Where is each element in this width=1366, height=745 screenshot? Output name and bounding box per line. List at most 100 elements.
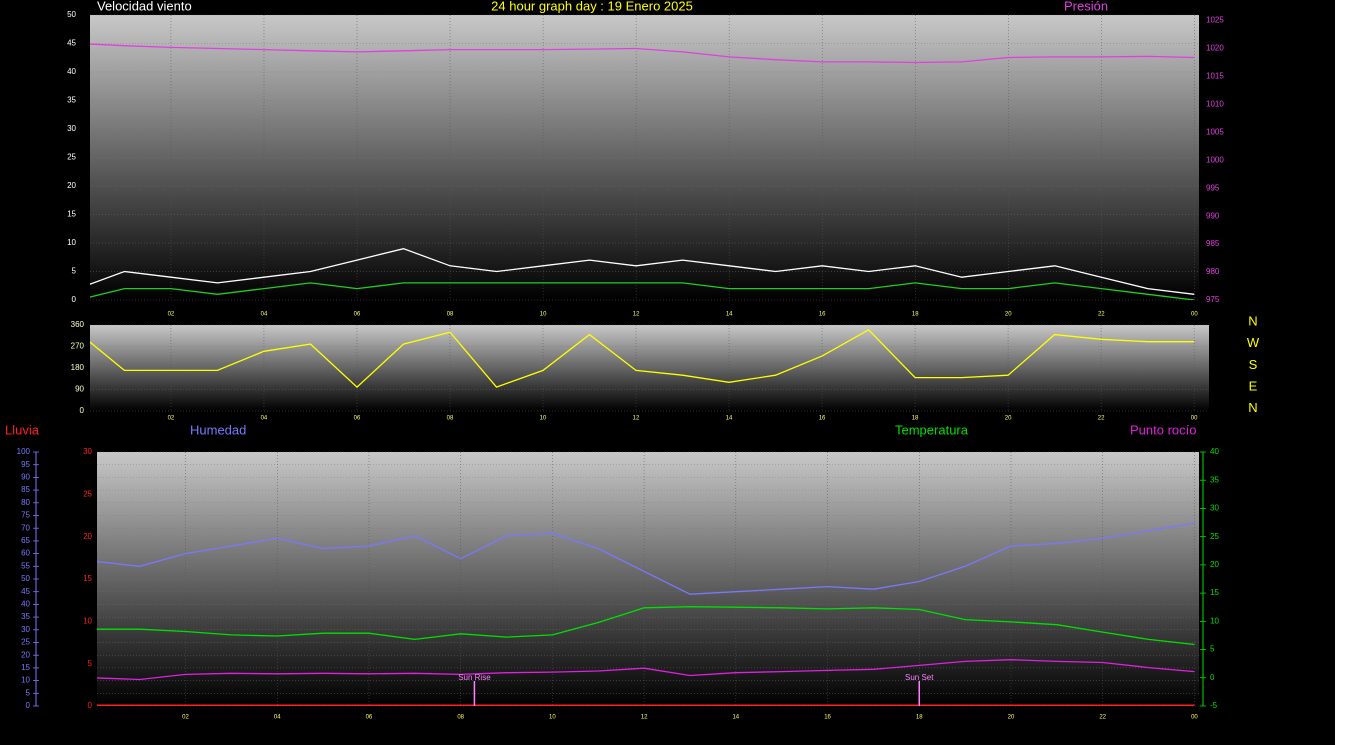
- tick-label: 35: [21, 612, 30, 621]
- chart-title: 24 hour graph day : 19 Enero 2025: [491, 0, 693, 13]
- x-tick-label: 10: [540, 312, 547, 318]
- x-tick-label: 12: [633, 312, 640, 318]
- right-margin: [1335, 0, 1366, 745]
- series-group: [90, 43, 1195, 300]
- tick-label: 60: [21, 549, 30, 558]
- x-tick-label: 10: [549, 715, 556, 721]
- tick-label: 1015: [1206, 72, 1224, 81]
- tick-label: 10: [83, 616, 92, 625]
- tick-label: 35: [67, 96, 76, 105]
- tick-label: 985: [1206, 239, 1220, 248]
- x-tick-label: 14: [732, 715, 739, 721]
- x-tick-label: 16: [824, 715, 831, 721]
- tick-label: 15: [1210, 588, 1219, 597]
- x-tick-label: 14: [726, 312, 733, 318]
- compass-label: N: [1248, 400, 1257, 415]
- tick-label: 5: [88, 659, 93, 668]
- series-line: [90, 282, 1195, 300]
- tick-label: 20: [21, 650, 30, 659]
- tick-label: 90: [21, 473, 30, 482]
- tick-label: 1025: [1206, 16, 1224, 25]
- tick-label: 15: [21, 663, 30, 672]
- x-tick-label: 20: [1008, 715, 1015, 721]
- x-tick-label: 04: [274, 715, 281, 721]
- tick-label: 0: [26, 701, 31, 710]
- tick-label: 40: [21, 600, 30, 609]
- tick-label: 15: [83, 574, 92, 583]
- tick-label: 25: [67, 153, 76, 162]
- series-line: [90, 248, 1195, 295]
- x-tick-label: 12: [633, 416, 640, 422]
- tick-label: 75: [21, 511, 30, 520]
- annotation-label: Sun Rise: [458, 673, 491, 682]
- tick-label: 20: [67, 181, 76, 190]
- tick-label: 95: [21, 460, 30, 469]
- x-tick-label: 00: [1191, 416, 1198, 422]
- x-tick-label: 10: [540, 416, 547, 422]
- x-tick-label: 16: [819, 416, 826, 422]
- series-line: [90, 328, 1195, 388]
- tick-label: 0: [1210, 673, 1215, 682]
- tick-label: 1005: [1206, 127, 1224, 136]
- series-line: [90, 43, 1195, 64]
- tick-label: 40: [1210, 447, 1219, 456]
- x-tick-label: 04: [261, 416, 268, 422]
- series-line: [97, 522, 1195, 595]
- tick-label: 30: [1210, 504, 1219, 513]
- compass-label: E: [1249, 379, 1258, 394]
- tick-label: 25: [21, 638, 30, 647]
- x-tick-label: 20: [1005, 416, 1012, 422]
- annotation-label: Sun Set: [905, 673, 934, 682]
- tick-label: 10: [21, 676, 30, 685]
- tick-label: 10: [67, 238, 76, 247]
- tick-label: 0: [88, 701, 93, 710]
- x-tick-label: 14: [726, 416, 733, 422]
- tick-label: 5: [1210, 645, 1215, 654]
- compass-label: S: [1249, 357, 1258, 372]
- x-tick-label: 08: [447, 416, 454, 422]
- tick-label: 5: [72, 267, 77, 276]
- series-line: [97, 606, 1195, 646]
- x-tick-label: 18: [916, 715, 923, 721]
- tick-label: 25: [1210, 532, 1219, 541]
- x-tick-label: 06: [354, 416, 361, 422]
- x-tick-label: 18: [912, 312, 919, 318]
- tick-label: 30: [67, 124, 76, 133]
- x-tick-label: 06: [354, 312, 361, 318]
- tick-label: 5: [26, 688, 31, 697]
- legend-label: Punto rocío: [1130, 422, 1197, 437]
- tick-label: 1020: [1206, 44, 1224, 53]
- tick-label: 975: [1206, 295, 1220, 304]
- x-tick-label: 08: [447, 312, 454, 318]
- tick-label: 270: [71, 342, 85, 351]
- tick-label: -5: [1210, 701, 1218, 710]
- x-tick-label: 00: [1191, 715, 1198, 721]
- tick-label: 90: [75, 385, 84, 394]
- tick-label: 10: [1210, 616, 1219, 625]
- compass-label: N: [1248, 313, 1257, 328]
- tick-label: 15: [67, 210, 76, 219]
- tick-label: 980: [1206, 267, 1220, 276]
- tick-label: 0: [80, 406, 85, 415]
- x-tick-label: 06: [366, 715, 373, 721]
- x-tick-label: 02: [182, 715, 189, 721]
- tick-label: 1010: [1206, 100, 1224, 109]
- tick-label: 45: [21, 587, 30, 596]
- x-tick-label: 02: [168, 416, 175, 422]
- tick-label: 995: [1206, 183, 1220, 192]
- tick-label: 50: [21, 574, 30, 583]
- tick-label: 100: [17, 447, 31, 456]
- legend-label: Lluvia: [5, 422, 40, 437]
- x-tick-label: 22: [1099, 715, 1106, 721]
- x-tick-label: 18: [912, 416, 919, 422]
- tick-label: 30: [21, 625, 30, 634]
- x-tick-label: 02: [168, 312, 175, 318]
- tick-label: 80: [21, 498, 30, 507]
- x-tick-label: 00: [1191, 312, 1198, 318]
- wind-label: Velocidad viento: [97, 0, 192, 13]
- tick-label: 990: [1206, 211, 1220, 220]
- tick-label: 20: [1210, 560, 1219, 569]
- tick-label: 55: [21, 561, 30, 570]
- legend-label: Temperatura: [895, 422, 969, 437]
